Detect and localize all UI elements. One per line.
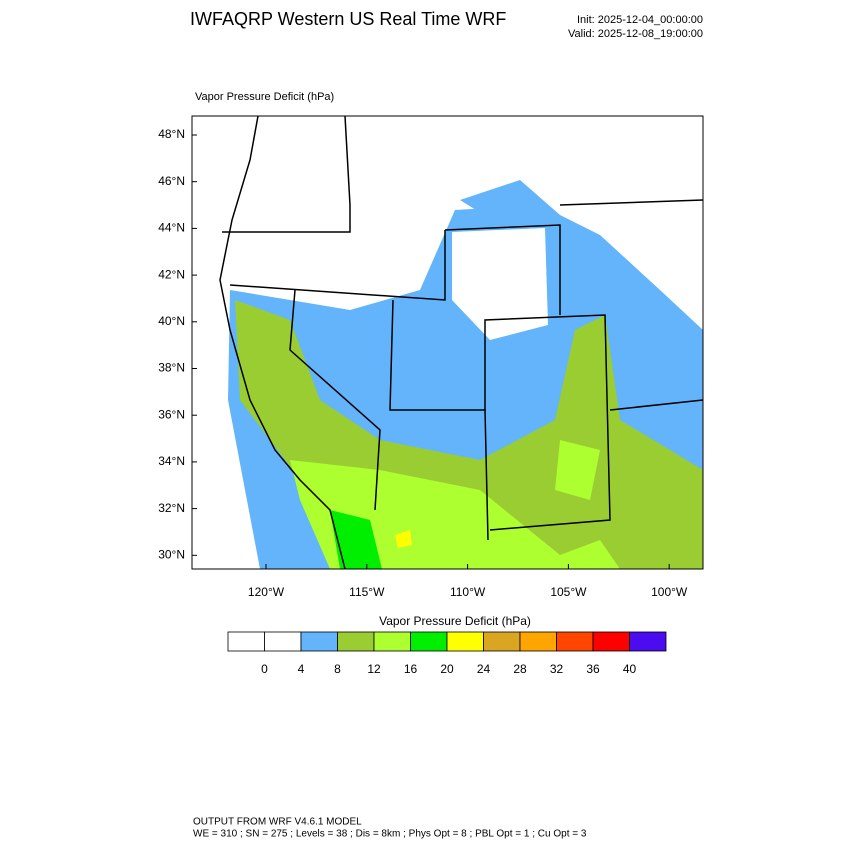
- colorbar-label: 24: [477, 662, 491, 676]
- lat-label: 40°N: [158, 314, 185, 328]
- lon-label: 105°W: [550, 585, 587, 599]
- lon-label: 110°W: [450, 585, 486, 599]
- lat-label: 44°N: [158, 221, 185, 235]
- colorbar-label: 8: [334, 662, 341, 676]
- state-border: [559, 199, 703, 206]
- lon-label: 100°W: [651, 585, 688, 599]
- borders: [219, 116, 703, 569]
- state-border: [444, 224, 561, 315]
- vpd-region: [330, 510, 382, 569]
- colorbar-label: 20: [440, 662, 454, 676]
- vpd-region: [452, 228, 548, 340]
- colorbar-box: [446, 631, 484, 652]
- vpd-region: [460, 180, 560, 225]
- colorbar-label: 28: [513, 662, 527, 676]
- colorbar-box: [410, 631, 448, 652]
- valid-time: Valid: 2025-12-08_19:00:00: [568, 28, 703, 40]
- state-border: [484, 314, 611, 531]
- colorbar-label: 16: [404, 662, 418, 676]
- lat-label: 30°N: [158, 547, 185, 561]
- init-time: Init: 2025-12-04_00:00:00: [577, 14, 703, 26]
- lat-label: 38°N: [158, 361, 185, 375]
- state-border: [222, 116, 351, 233]
- colorbar-box: [592, 631, 630, 652]
- colorbar-box: [300, 631, 338, 652]
- colorbar-box: [556, 631, 594, 652]
- colorbar-box: [483, 631, 521, 652]
- colorbar-label: 32: [550, 662, 564, 676]
- vpd-region: [555, 440, 600, 500]
- colorbar-title: Vapor Pressure Deficit (hPa): [379, 614, 531, 628]
- lat-label: 32°N: [158, 501, 185, 515]
- lat-label: 46°N: [158, 174, 185, 188]
- lat-label: 48°N: [158, 127, 185, 141]
- colorbar-box: [264, 631, 302, 652]
- colorbar-box: [629, 631, 667, 652]
- lat-label: 42°N: [158, 267, 185, 281]
- title: IWFAQRP Western US Real Time WRF: [190, 9, 506, 29]
- colorbar-box: [519, 631, 557, 652]
- state-border: [609, 399, 703, 411]
- vpd-region: [395, 530, 412, 548]
- colorbar-label: 12: [367, 662, 381, 676]
- state-border: [289, 289, 381, 511]
- lon-label: 120°W: [248, 585, 285, 599]
- state-border: [229, 230, 446, 301]
- colorbar-label: 40: [623, 662, 637, 676]
- colorbar-label: 0: [261, 662, 268, 676]
- colorbar-label: 4: [298, 662, 305, 676]
- lon-label: 115°W: [349, 585, 385, 599]
- coastline: [219, 116, 346, 569]
- footer-line: OUTPUT FROM WRF V4.6.1 MODEL: [193, 817, 362, 828]
- colorbar-box: [373, 631, 411, 652]
- state-border: [389, 299, 489, 541]
- map-frame: [191, 115, 704, 570]
- vpd-field: [228, 180, 703, 569]
- colorbar-box: [227, 631, 265, 652]
- colorbar-label: 36: [586, 662, 600, 676]
- lat-label: 34°N: [158, 454, 185, 468]
- lat-label: 36°N: [158, 407, 185, 421]
- colorbar-box: [337, 631, 375, 652]
- footer-line: WE = 310 ; SN = 275 ; Levels = 38 ; Dis …: [193, 829, 587, 840]
- map-label: Vapor Pressure Deficit (hPa): [195, 91, 334, 103]
